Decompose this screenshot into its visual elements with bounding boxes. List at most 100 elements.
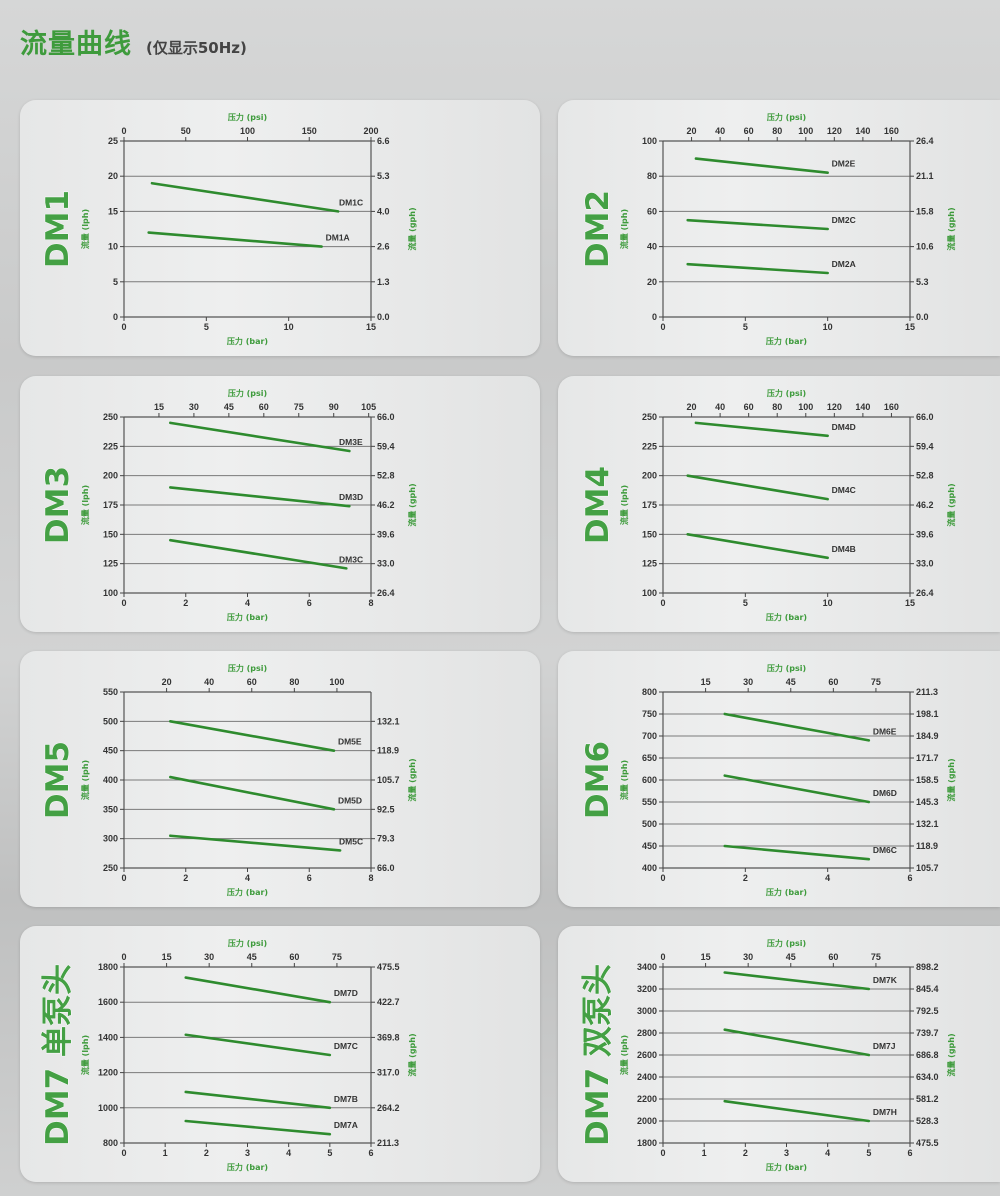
chart-title: DM2 [580,190,616,268]
x-tick-label: 0 [121,873,126,883]
y-tick-label: 800 [642,687,657,697]
bottom-axis-title: 压力 (bar) [766,887,807,897]
page-header: 流量曲线 (仅显示50Hz) [20,22,247,61]
top-tick-label: 160 [884,126,899,136]
x-tick-label: 0 [660,322,665,332]
x-tick-label: 4 [245,598,250,608]
top-tick-label: 60 [247,677,257,687]
left-axis-title: 流量 (lph) [80,485,90,525]
left-axis-title: 流量 (lph) [80,1035,90,1075]
x-tick-label: 6 [368,1148,373,1158]
y-tick-label: 500 [103,716,118,726]
y-tick-label: 3200 [637,984,657,994]
top-tick-label: 30 [743,677,753,687]
x-tick-label: 5 [866,1148,871,1158]
top-tick-label: 60 [828,952,838,962]
y2-tick-label: 422.7 [377,997,400,1007]
y-tick-label: 2400 [637,1072,657,1082]
top-tick-label: 45 [224,402,234,412]
top-tick-label: 60 [259,402,269,412]
x-tick-label: 15 [905,322,915,332]
series-line-dm1a [147,231,323,248]
y2-tick-label: 92.5 [377,804,395,814]
series-line-dm2c [686,218,829,231]
series-label: DM2E [832,159,856,169]
series-line-dm2a [686,262,829,275]
y-tick-label: 3000 [637,1006,657,1016]
top-tick-label: 120 [827,126,842,136]
y2-tick-label: 26.4 [377,588,395,598]
top-tick-label: 100 [329,677,344,687]
bottom-axis-title: 压力 (bar) [227,612,268,622]
series-label: DM4B [832,544,856,554]
top-tick-label: 60 [744,126,754,136]
top-tick-label: 100 [240,126,255,136]
top-tick-label: 15 [701,952,711,962]
y2-tick-label: 739.7 [916,1028,939,1038]
top-tick-label: 30 [204,952,214,962]
x-tick-label: 1 [163,1148,168,1158]
left-axis-title: 流量 (lph) [619,760,629,800]
series-line-dm3d [169,486,351,508]
top-tick-label: 80 [772,402,782,412]
x-tick-label: 0 [121,322,126,332]
y2-tick-label: 211.3 [916,687,938,697]
y-tick-label: 20 [108,171,118,181]
y-tick-label: 350 [103,804,118,814]
top-tick-label: 80 [289,677,299,687]
series-label: DM5C [339,836,363,846]
y-tick-label: 800 [103,1138,118,1148]
y2-tick-label: 2.6 [377,242,390,252]
y2-tick-label: 105.7 [377,775,400,785]
chart-panel-dm6: DM6 400 450 500 550 600 650 700 750 800 105.7 118.9… [558,651,1000,907]
top-tick-label: 60 [828,677,838,687]
y-tick-label: 450 [642,841,657,851]
y-tick-label: 650 [642,753,657,763]
x-tick-label: 10 [823,598,833,608]
series-label: DM3D [339,492,363,502]
y-tick-label: 125 [103,559,118,569]
x-tick-label: 2 [183,598,188,608]
y2-tick-label: 26.4 [916,588,934,598]
right-axis-title: 流量 (gph) [946,207,956,250]
bottom-axis-title: 压力 (bar) [766,336,807,346]
chart-svg: DM6400450500550600650700750800105.7118.9… [580,663,956,897]
y-tick-label: 2200 [637,1094,657,1104]
x-tick-label: 4 [245,873,250,883]
chart-panel-dm1: DM1 0 5 10 15 20 25 0.0 1.3 2.6 4.0 5.3 6.6 0 5 10 15 0 50… [20,100,540,356]
y2-tick-label: 39.6 [916,529,934,539]
top-tick-label: 200 [363,126,378,136]
series-line-dm7h [723,1099,871,1123]
top-tick-label: 15 [162,952,172,962]
top-axis-title: 压力 (psi) [767,112,806,122]
y2-tick-label: 46.2 [916,500,934,510]
y2-tick-label: 792.5 [916,1006,939,1016]
y2-tick-label: 132.1 [377,716,400,726]
y2-tick-label: 198.1 [916,709,939,719]
y2-tick-label: 264.2 [377,1103,400,1113]
x-tick-label: 0 [121,598,126,608]
top-axis-title: 压力 (psi) [228,938,267,948]
series-label: DM7D [334,988,358,998]
series-label: DM2A [832,259,856,269]
y2-tick-label: 158.5 [916,775,939,785]
top-tick-label: 20 [687,126,697,136]
top-tick-label: 40 [204,677,214,687]
chart-svg: DM525030035040045050055066.079.392.5105.… [40,663,417,897]
y-tick-label: 225 [642,441,657,451]
top-tick-label: 75 [871,677,881,687]
series-label: DM5D [338,795,362,805]
y-tick-label: 1800 [98,962,118,972]
y2-tick-label: 845.4 [916,984,939,994]
x-tick-label: 10 [284,322,294,332]
y2-tick-label: 21.1 [916,171,934,181]
y2-tick-label: 528.3 [916,1116,939,1126]
y2-tick-label: 26.4 [916,136,934,146]
top-tick-label: 0 [121,126,126,136]
x-tick-label: 1 [702,1148,707,1158]
x-tick-label: 8 [368,873,373,883]
top-tick-label: 75 [871,952,881,962]
y-tick-label: 0 [652,312,657,322]
y2-tick-label: 171.7 [916,753,939,763]
x-tick-label: 10 [823,322,833,332]
